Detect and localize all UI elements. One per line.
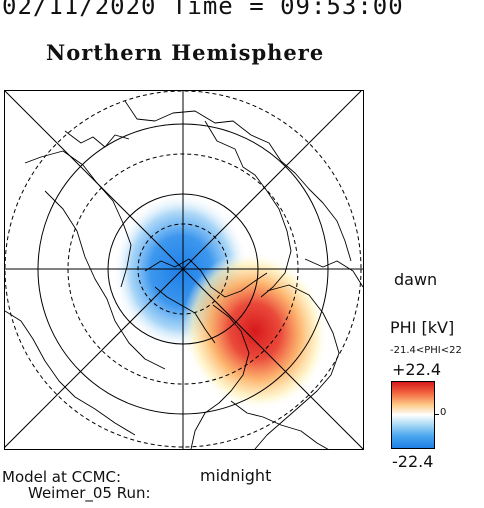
coastlines — [5, 100, 363, 449]
polar-map — [5, 91, 363, 449]
dawn-label: dawn — [394, 270, 438, 289]
midnight-label: midnight — [200, 466, 272, 485]
colorbar-max-label: +22.4 — [392, 360, 442, 379]
colorbar-min-label: -22.4 — [392, 452, 434, 471]
colorbar-variable-label: PHI [kV] — [390, 318, 455, 337]
run-label: Weimer_05 Run: — [28, 484, 151, 502]
colorbar — [391, 381, 435, 449]
colorbar-zero-tick — [434, 414, 439, 415]
colorbar-range-text: -21.4<PHI<22 — [390, 345, 462, 356]
colorbar-zero-label: 0 — [440, 407, 447, 418]
positive-potential-cell — [182, 251, 328, 411]
hemisphere-title: Northern Hemisphere — [46, 40, 325, 65]
model-label: Model at CCMC: — [2, 468, 122, 486]
date-time-header: 02/11/2020 Time = 09:53:00 — [2, 0, 404, 20]
polar-map-frame — [4, 90, 364, 450]
meridian-lines — [5, 91, 363, 449]
